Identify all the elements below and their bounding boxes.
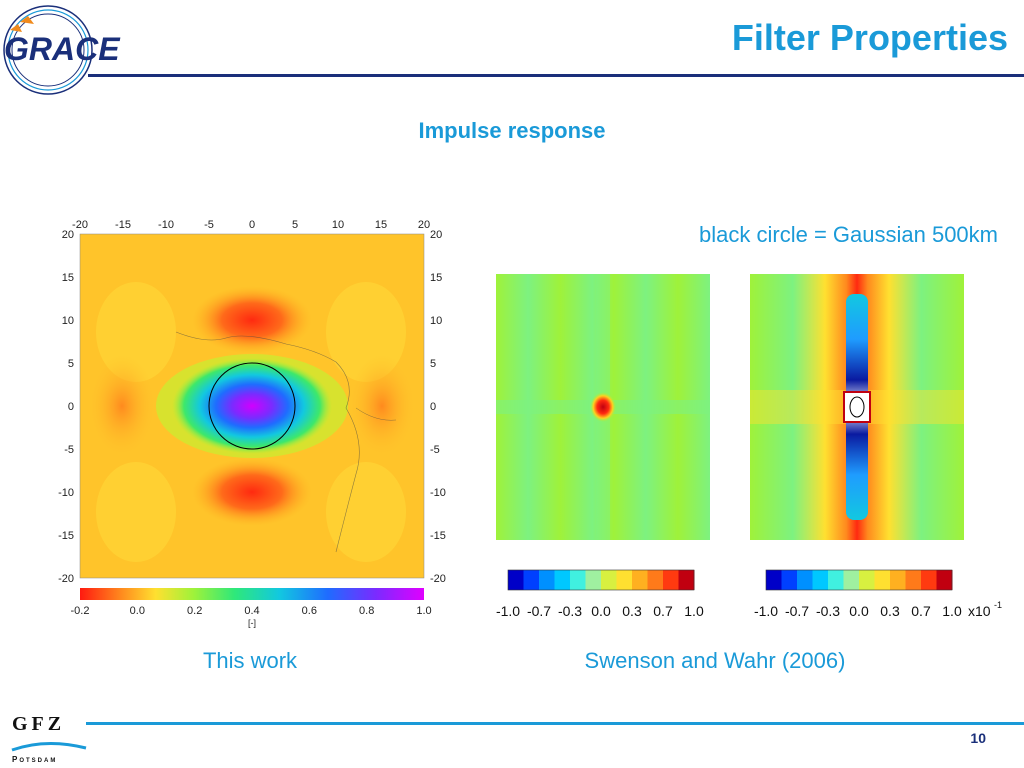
caption-swenson-wahr: Swenson and Wahr (2006)	[584, 648, 846, 673]
colorbar-a-border	[507, 569, 695, 591]
y-tick-label-right: -5	[430, 444, 440, 456]
impulse-peak-a	[590, 392, 616, 422]
y-tick-label-right: 15	[430, 272, 442, 284]
colorbar-b-block	[905, 570, 922, 590]
colorbar-swenson-wahr-a: -1.0 -0.7 -0.3 0.0 0.3 0.7 1.0	[496, 569, 704, 619]
header-divider	[88, 74, 1024, 77]
impulse-response-map-this-work: -20 -15 -10 -5 0 5 10 15 20 20151050-5-10-15-20 …	[58, 219, 446, 628]
grace-logo: GRACE	[3, 5, 121, 95]
colorbar-b-block	[828, 570, 844, 590]
gaussian-500km-circle-b	[849, 396, 865, 418]
x-tick-label: 15	[375, 219, 387, 231]
y-tick-label-left: 15	[62, 272, 74, 284]
y-tick-label-right: 10	[430, 315, 442, 327]
gfz-logo-text: GFZ	[12, 713, 65, 735]
colorbar-this-work	[80, 588, 424, 600]
colorbar-a-block	[663, 570, 679, 590]
y-tick-label-right: 20	[430, 229, 442, 241]
x-tick-label: -20	[72, 219, 88, 231]
y-tick-label-right: -10	[430, 487, 446, 499]
x-tick-label: -10	[158, 219, 174, 231]
y-tick-label-right: 0	[430, 401, 436, 413]
gfz-logo: GFZ Potsdam	[11, 713, 87, 764]
y-tick-label-left: -15	[58, 530, 74, 542]
colorbar-a-block	[632, 570, 648, 590]
x-tick-label: 5	[292, 219, 298, 231]
colorbar-a-block	[647, 570, 664, 590]
colorbar-a-block	[601, 570, 617, 590]
y-tick-label-left: -20	[58, 573, 74, 585]
page-title: Filter Properties	[731, 17, 1008, 58]
colorbar-a-tick-label: 0.0	[591, 603, 611, 619]
caption-this-work: This work	[202, 648, 298, 673]
colorbar-a-tick-label: 1.0	[684, 603, 704, 619]
colorbar-unit: [-]	[248, 618, 256, 628]
y-tick-label-left: -5	[64, 444, 74, 456]
colorbar-tick-label: 0.8	[359, 605, 374, 617]
colorbar-a-block	[523, 570, 540, 590]
x-tick-label: 10	[332, 219, 344, 231]
colorbar-b-tick-label: 0.3	[880, 603, 900, 619]
impulse-response-swenson-wahr-a	[496, 274, 710, 540]
colorbar-b-tick-label: -0.3	[816, 603, 840, 619]
colorbar-a-tick-label: -0.3	[558, 603, 582, 619]
page-number: 10	[970, 730, 986, 746]
colorbar-a-tick-label: 0.3	[622, 603, 642, 619]
colorbar-a-tick-label: 0.7	[653, 603, 673, 619]
colorbar-tick-label: 0.2	[187, 605, 202, 617]
gaussian-500km-circle	[208, 362, 296, 450]
y-tick-label-left: 10	[62, 315, 74, 327]
colorbar-tick-label: 1.0	[416, 605, 431, 617]
x-tick-label: -5	[204, 219, 214, 231]
colorbar-b-block	[859, 570, 875, 590]
colorbar-a-block	[585, 570, 602, 590]
y-tick-label-right: 5	[430, 358, 436, 370]
colorbar-a-block	[508, 570, 524, 590]
grace-logo-text: GRACE	[4, 31, 121, 67]
slide-subtitle: Impulse response	[418, 118, 606, 143]
footer-divider	[86, 722, 1024, 725]
colorbar-b-block	[812, 570, 829, 590]
colorbar-b-block	[766, 570, 782, 590]
colorbar-scale-exponent: -1	[994, 600, 1002, 610]
colorbar-tick-label: -0.2	[71, 605, 90, 617]
colorbar-b-tick-label: 1.0	[942, 603, 962, 619]
colorbar-a-block	[678, 570, 695, 590]
y-tick-label-right: -15	[430, 530, 446, 542]
y-tick-label-left: 20	[62, 229, 74, 241]
colorbar-b-block	[781, 570, 798, 590]
y-tick-label-right: -20	[430, 573, 446, 585]
colorbar-tick-label: 0.4	[244, 605, 259, 617]
colorbar-b-block	[797, 570, 813, 590]
colorbar-scale: x10	[968, 603, 991, 619]
colorbar-a-tick-label: -1.0	[496, 603, 520, 619]
colorbar-swenson-wahr-b: -1.0 -0.7 -0.3 0.0 0.3 0.7 1.0 x10 -1	[754, 569, 1002, 619]
y-tick-label-left: -10	[58, 487, 74, 499]
y-tick-label-left: 5	[68, 358, 74, 370]
colorbar-b-block	[921, 570, 937, 590]
colorbar-b-block	[936, 570, 953, 590]
colorbar-tick-label: 0.6	[302, 605, 317, 617]
colorbar-b-block	[890, 570, 906, 590]
colorbar-a-block	[616, 570, 633, 590]
gaussian-note: black circle = Gaussian 500km	[699, 222, 998, 247]
colorbar-b-tick-label: 0.7	[911, 603, 931, 619]
x-tick-label: 0	[249, 219, 255, 231]
colorbar-a-tick-label: -0.7	[527, 603, 551, 619]
colorbar-a-block	[539, 570, 555, 590]
colorbar-b-block	[874, 570, 891, 590]
colorbar-a-block	[570, 570, 586, 590]
gfz-logo-subtext: Potsdam	[12, 755, 57, 764]
colorbar-b-border	[765, 569, 953, 591]
colorbar-b-tick-label: 0.0	[849, 603, 869, 619]
colorbar-a-block	[554, 570, 571, 590]
y-tick-label-left: 0	[68, 401, 74, 413]
x-tick-label: 20	[418, 219, 430, 231]
colorbar-tick-label: 0.0	[130, 605, 145, 617]
colorbar-b-tick-label: -0.7	[785, 603, 809, 619]
colorbar-b-tick-label: -1.0	[754, 603, 778, 619]
x-tick-label: -15	[115, 219, 131, 231]
impulse-response-swenson-wahr-b	[750, 274, 964, 540]
colorbar-b-block	[843, 570, 860, 590]
